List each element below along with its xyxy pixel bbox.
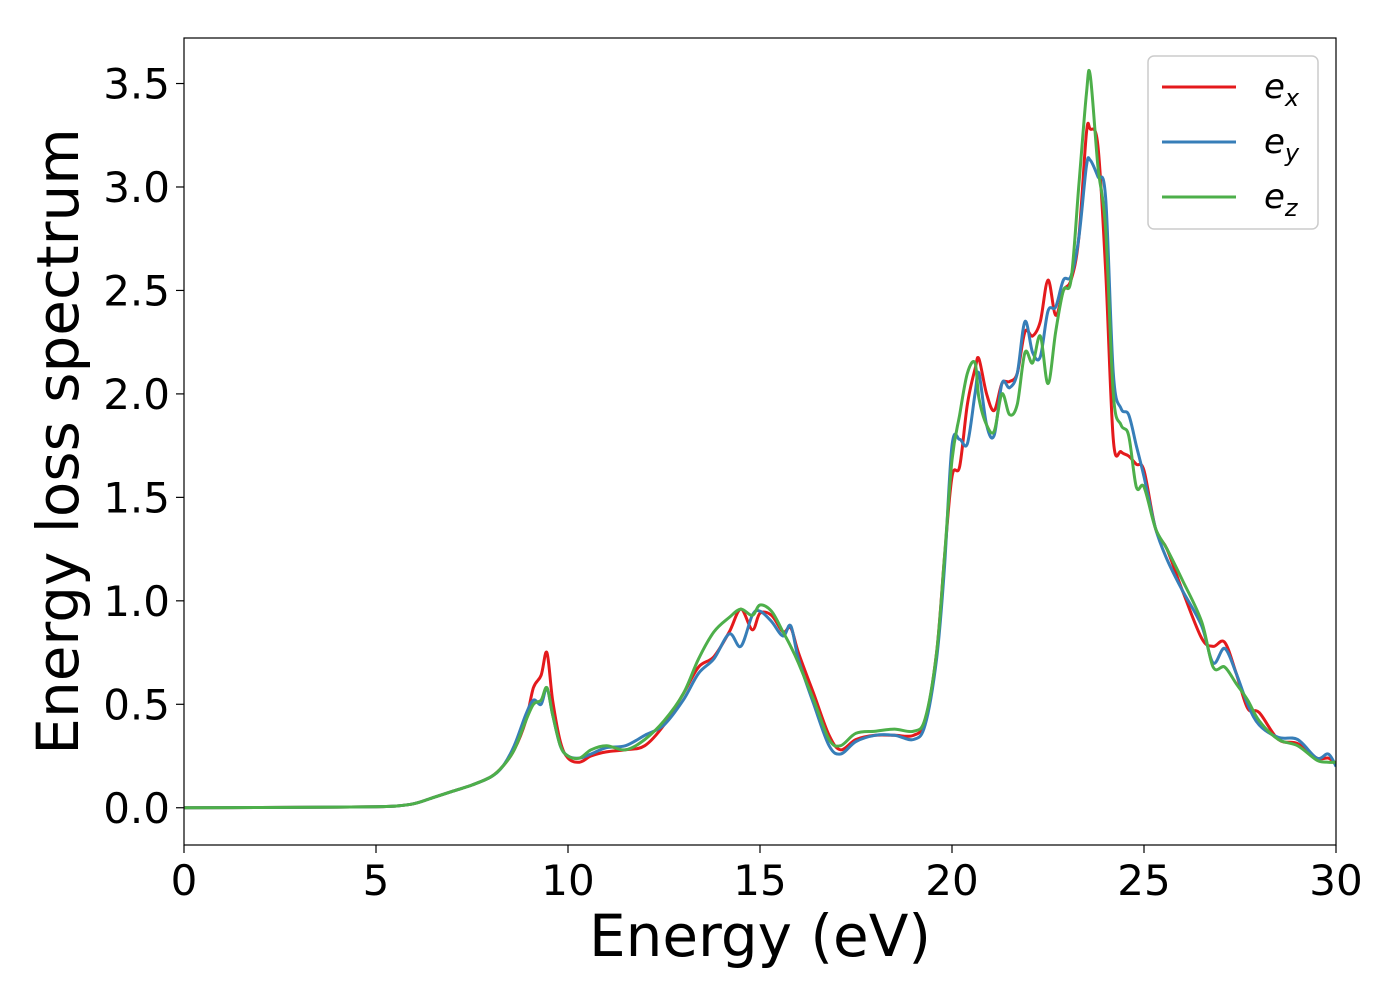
series-layer (184, 68, 1336, 810)
y-tick-label: 1.5 (103, 473, 170, 522)
legend: ex ey ez (1147, 55, 1319, 230)
y-tick-label: 1.0 (103, 577, 170, 626)
x-tick-label: 15 (733, 856, 786, 905)
x-axis-title: Energy (eV) (589, 902, 931, 970)
y-tick-label: 0.0 (103, 784, 170, 833)
x-tick-label: 10 (541, 856, 594, 905)
y-tick-label: 3.0 (103, 163, 170, 212)
series-line-z (184, 68, 1336, 810)
y-tick-label: 3.5 (103, 60, 170, 109)
x-tick-label: 25 (1117, 856, 1170, 905)
y-tick-label: 2.5 (103, 266, 170, 315)
axes-layer: 0 5 10 15 20 25 30 0.0 0.5 1.0 1.5 2.0 2.5 3.0 3.5 (103, 37, 1363, 905)
legend-label-z: ez (1264, 177, 1299, 222)
y-tick-label: 2.0 (103, 370, 170, 419)
x-tick-label: 0 (171, 856, 198, 905)
x-tick-label: 5 (363, 856, 390, 905)
x-tick-label: 30 (1309, 856, 1362, 905)
legend-label-y: ey (1264, 122, 1300, 167)
x-tick-label: 20 (925, 856, 978, 905)
legend-label-x: ex (1264, 67, 1300, 112)
y-axis-title: Energy loss spectrum (24, 128, 92, 754)
y-tick-label: 0.5 (103, 680, 170, 729)
